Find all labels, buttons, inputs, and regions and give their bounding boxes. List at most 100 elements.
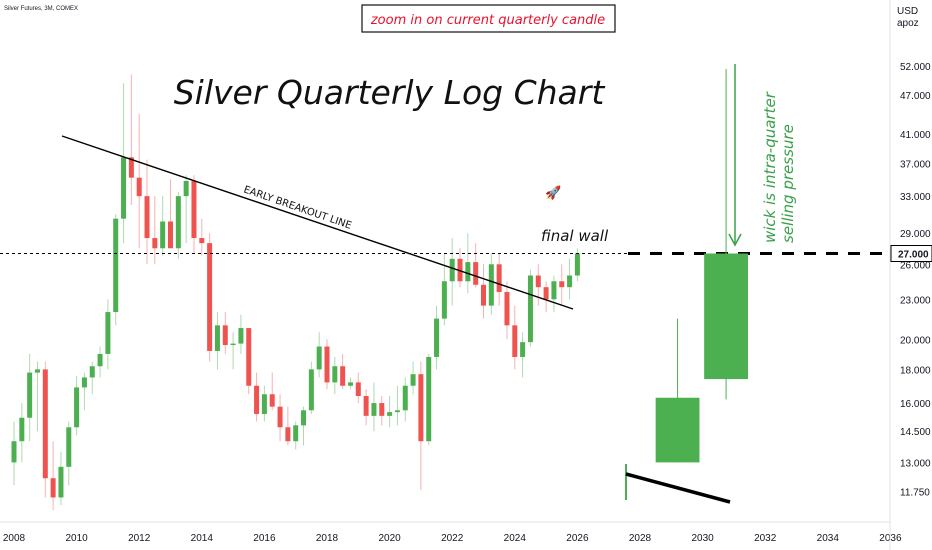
x-tick-label: 2022 [441, 533, 464, 544]
candle-body [254, 385, 260, 414]
candle-body [496, 264, 502, 292]
y-tick-label: 13.000 [900, 458, 931, 469]
candle-body [316, 346, 322, 370]
wick-note-line1: wick is intra-quarter [761, 91, 779, 243]
candle-body [473, 262, 479, 285]
candle-body [175, 196, 181, 249]
candle-body [269, 394, 275, 407]
candle-body [89, 366, 95, 378]
candle-body [293, 425, 299, 442]
x-tick-label: 2008 [3, 533, 26, 544]
rocket-icon: 🚀 [545, 185, 561, 201]
x-tick-label: 2020 [378, 533, 401, 544]
candle-body [551, 281, 557, 300]
currency-label: USD [897, 6, 918, 17]
candle-body [379, 403, 385, 416]
candle-body [222, 325, 228, 346]
candle-body [19, 417, 25, 442]
x-tick-label: 2024 [504, 533, 527, 544]
candle-body [504, 291, 510, 326]
candle-body [97, 353, 103, 367]
candle-body [332, 366, 338, 383]
candle-body [136, 177, 142, 197]
candle-body [527, 275, 533, 343]
zoom-note-box [361, 4, 616, 33]
candle-body [301, 410, 307, 426]
price-label: 27.000 [898, 250, 929, 261]
candle-body [574, 253, 580, 276]
y-tick-label: 11.750 [900, 487, 930, 498]
x-tick-label: 2016 [253, 533, 276, 544]
candle-body [74, 387, 80, 428]
projection-line [625, 472, 731, 504]
candle-body [512, 325, 518, 357]
unit-label: apoz [897, 18, 919, 29]
x-tick-label: 2012 [128, 533, 151, 544]
y-tick-label: 37.000 [900, 159, 931, 170]
candle-body [160, 221, 166, 249]
candle-body [465, 262, 471, 282]
x-tick-label: 2032 [754, 533, 777, 544]
candle-body [168, 221, 173, 249]
candle-body [418, 374, 424, 442]
candle-body [394, 410, 400, 413]
y-tick-label: 52.000 [900, 62, 931, 73]
candle-body [363, 395, 369, 416]
candle-body [27, 372, 33, 418]
candle-body [128, 157, 134, 178]
candle-body [410, 374, 416, 386]
candle-body [183, 180, 189, 197]
y-tick-label: 23.000 [900, 295, 931, 306]
candle-body [81, 377, 87, 388]
candle-body [543, 287, 549, 300]
x-tick-label: 2014 [191, 533, 214, 544]
small-candle-body [655, 397, 700, 463]
x-tick-label: 2026 [566, 533, 589, 544]
candle-body [207, 243, 213, 351]
candle-body [199, 238, 205, 244]
candle-body [105, 312, 111, 354]
y-tick-label: 33.000 [900, 192, 931, 203]
candle-body [426, 356, 432, 442]
y-tick-label: 20.000 [900, 335, 931, 346]
candle-body [308, 369, 314, 411]
final-wall-label: final wall [541, 227, 609, 245]
wick-note-line2: selling pressure [779, 124, 797, 243]
candle-body [50, 478, 56, 498]
y-tick-label: 26.000 [900, 260, 931, 271]
wick-arrow-head [728, 233, 742, 247]
x-tick-label: 2010 [65, 533, 88, 544]
chart-title: Silver Quarterly Log Chart [174, 73, 606, 112]
candle-body [277, 406, 283, 428]
candle-body [441, 281, 447, 319]
y-tick-label: 16.000 [900, 399, 931, 410]
candle-body [285, 427, 291, 442]
candle-body [66, 427, 72, 467]
candles-layer [11, 74, 580, 511]
y-tick-label: 41.000 [900, 130, 931, 141]
breakout-line [61, 135, 574, 310]
candle-body [520, 342, 526, 357]
y-tick-label: 29.000 [900, 229, 931, 240]
candle-body [42, 369, 48, 479]
candle-body [402, 385, 408, 411]
candle-body [58, 466, 64, 498]
candle-body [144, 196, 150, 239]
candle-body [449, 258, 455, 282]
symbol-label: Silver Futures, 3M, COMEX [4, 6, 78, 12]
candle-body [488, 264, 494, 306]
candle-body [371, 403, 377, 416]
x-tick-label: 2036 [879, 533, 902, 544]
candle-body [567, 275, 573, 288]
candle-body [246, 328, 252, 386]
candle-body [11, 441, 17, 463]
candle-body [34, 369, 40, 373]
x-tick-label: 2034 [817, 533, 840, 544]
candle-body [387, 412, 393, 416]
candle-body [121, 157, 127, 219]
breakout-line-label: EARLY BREAKOUT LINE [242, 184, 353, 231]
x-tick-label: 2028 [629, 533, 652, 544]
annotation-layer: 27.000 [0, 64, 932, 504]
candle-body [113, 218, 119, 313]
